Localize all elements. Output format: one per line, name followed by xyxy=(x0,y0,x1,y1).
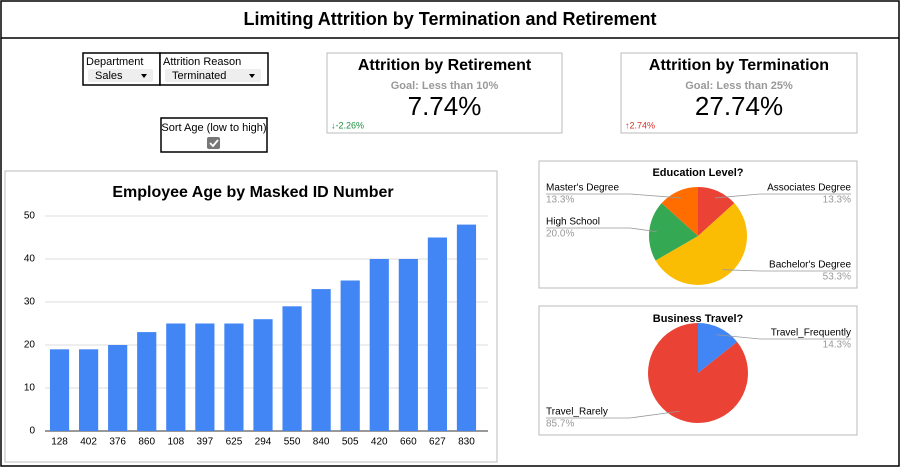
checkbox xyxy=(207,137,220,149)
pie-slice xyxy=(698,187,735,236)
dropdown[interactable] xyxy=(165,69,261,82)
dropdown[interactable] xyxy=(88,69,153,82)
slice-label: Bachelor's Degree xyxy=(769,260,851,271)
y-tick-label: 20 xyxy=(24,340,36,351)
slice-value-label: 53.3% xyxy=(823,272,851,283)
x-tick-label: 294 xyxy=(255,437,272,448)
scorecard-delta: ↓-2.26% xyxy=(331,120,364,130)
x-tick-label: 550 xyxy=(284,437,301,448)
filter-label: Department xyxy=(86,56,143,68)
chart-title: Employee Age by Masked ID Number xyxy=(112,184,393,201)
x-tick-label: 625 xyxy=(226,437,243,448)
leader-line xyxy=(546,193,682,199)
bar xyxy=(108,345,128,431)
toggle-label: Sort Age (low to high) xyxy=(161,122,266,134)
bar xyxy=(195,323,215,431)
scorecard-value: 27.74% xyxy=(695,91,783,121)
bar xyxy=(49,349,70,431)
scorecard xyxy=(326,52,563,134)
bar xyxy=(224,323,244,431)
x-tick-label: 402 xyxy=(80,437,97,448)
bar xyxy=(311,289,331,431)
x-tick-label: 420 xyxy=(371,437,388,448)
scorecard-title: Attrition by Termination xyxy=(649,57,829,74)
slice-label: Travel_Frequently xyxy=(771,328,851,339)
scorecard-title: Attrition by Retirement xyxy=(358,57,532,74)
dropdown-arrow xyxy=(249,74,255,78)
bar xyxy=(282,306,302,431)
leader-line xyxy=(546,227,657,233)
x-tick-label: 830 xyxy=(458,437,475,448)
slice-label: High School xyxy=(546,217,600,228)
dashboard-title: Limiting Attrition by Termination and Re… xyxy=(243,9,656,29)
bar xyxy=(398,259,418,431)
slice-value-label: 20.0% xyxy=(546,229,574,240)
chart-title: Education Level? xyxy=(652,167,743,179)
x-tick-label: 840 xyxy=(313,437,330,448)
bar xyxy=(340,280,360,431)
y-tick-label: 50 xyxy=(24,211,36,222)
checkmark xyxy=(209,139,219,148)
scorecard-value: 7.74% xyxy=(408,91,482,121)
y-tick-label: 40 xyxy=(24,254,36,265)
bar xyxy=(79,349,99,431)
scorecard-delta: ↑2.74% xyxy=(625,120,655,130)
leader-line xyxy=(546,410,680,419)
scorecard xyxy=(620,52,858,134)
slice-label: Travel_Rarely xyxy=(546,407,608,418)
pie-slice xyxy=(655,203,747,285)
scorecard-goal: Goal: Less than 25% xyxy=(685,80,793,92)
pie-slice xyxy=(649,203,698,261)
filter-label: Attrition Reason xyxy=(163,56,241,68)
slice-label: Master's Degree xyxy=(546,183,619,194)
slice-value-label: 85.7% xyxy=(546,419,574,430)
leader-line xyxy=(716,334,851,340)
scorecard-goal: Goal: Less than 10% xyxy=(391,80,499,92)
x-tick-label: 108 xyxy=(167,437,184,448)
leader-line xyxy=(714,193,851,199)
x-tick-label: 376 xyxy=(109,437,126,448)
y-tick-label: 10 xyxy=(24,383,36,394)
bar xyxy=(369,259,389,431)
chart-panel xyxy=(4,170,498,463)
x-tick-label: 860 xyxy=(138,437,155,448)
leader-line xyxy=(722,269,851,272)
slice-value-label: 13.3% xyxy=(823,195,851,206)
bar xyxy=(427,237,447,431)
slice-label: Associates Degree xyxy=(767,183,851,194)
x-tick-label: 627 xyxy=(429,437,446,448)
y-tick-label: 0 xyxy=(29,426,35,437)
chart-title: Business Travel? xyxy=(653,313,744,325)
bar xyxy=(456,224,477,431)
dropdown-value: Sales xyxy=(95,70,123,82)
x-tick-label: 397 xyxy=(197,437,214,448)
bar xyxy=(166,323,186,431)
dropdown-value: Terminated xyxy=(172,70,226,82)
x-tick-label: 128 xyxy=(51,437,68,448)
slice-value-label: 13.3% xyxy=(546,195,574,206)
dropdown-arrow xyxy=(141,74,147,78)
x-tick-label: 660 xyxy=(400,437,417,448)
bar xyxy=(253,319,273,431)
y-tick-label: 30 xyxy=(24,297,36,308)
slice-value-label: 14.3% xyxy=(823,340,851,351)
pie-slice xyxy=(661,187,698,236)
bar xyxy=(137,332,157,431)
x-tick-label: 505 xyxy=(342,437,359,448)
pie-slice xyxy=(648,323,749,424)
